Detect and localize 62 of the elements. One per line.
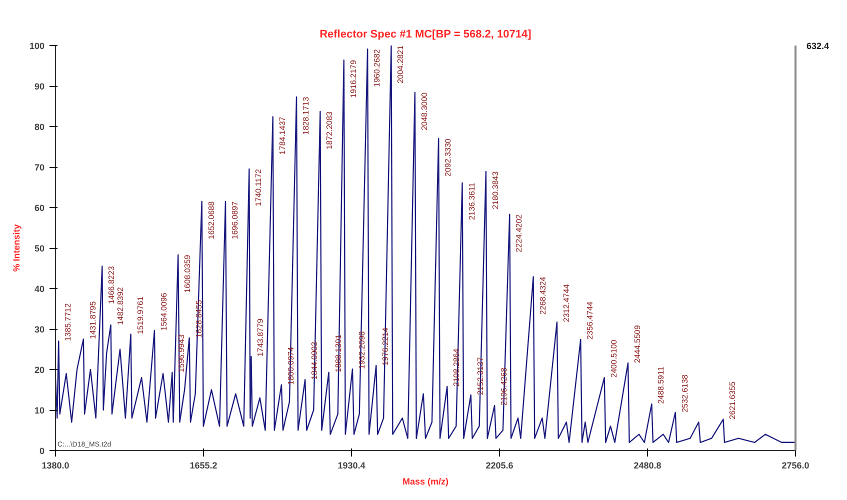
annotation: 2152.3137 [476, 356, 485, 396]
annotation: 1800.0974 [286, 346, 296, 385]
y-tick-label: 40 [34, 284, 45, 294]
annotation: 1385.7712 [64, 302, 73, 342]
x-tick-label: 1655.2 [190, 460, 218, 470]
y-tick-label: 80 [34, 122, 45, 132]
chart-title: Reflector Spec #1 MC[BP = 568.2, 10714] [320, 28, 532, 40]
x-tick-label: 1930.4 [338, 460, 366, 470]
annotation: 2196.4268 [500, 367, 509, 406]
annotation: 1872.2083 [325, 110, 334, 150]
annotation: 2400.5100 [609, 339, 618, 378]
annotation: 1932.2098 [357, 330, 366, 370]
y-tick-label: 30 [34, 324, 45, 334]
annotation: 1740.1172 [254, 168, 264, 206]
annotation: 2312.4744 [562, 284, 571, 322]
y-tick-label: 0 [39, 446, 45, 456]
annotation: 1652.0688 [206, 200, 216, 240]
y-tick-label: 50 [34, 244, 45, 254]
y-tick-label: 90 [34, 82, 45, 92]
x-tick-label: 2756.0 [782, 460, 810, 470]
y-tick-label: 100 [29, 41, 45, 51]
x-tick-label: 2480.8 [634, 460, 662, 470]
annotation: 1482.8392 [116, 286, 125, 325]
annotation: 1784.1437 [278, 116, 287, 155]
y-axis-title: % Intensity [11, 224, 22, 272]
annotation: 2136.3611 [467, 182, 476, 220]
annotation: 1466.8223 [107, 266, 116, 304]
annotation: 1828.1713 [302, 96, 311, 135]
annotation: 1431.8795 [88, 300, 98, 340]
annotation: 1519.9761 [136, 296, 145, 334]
annotation: 2180.3843 [490, 170, 500, 210]
annotation: 1608.0359 [183, 254, 192, 293]
annotation: 2356.4744 [586, 301, 595, 340]
annotation: 2488.5911 [656, 366, 666, 404]
annotation: 2092.3330 [444, 138, 453, 176]
annotation: 1743.8779 [256, 318, 266, 357]
annotation: 1628.8455 [194, 300, 204, 338]
annotation: 2444.5509 [633, 324, 642, 364]
annotation: 1888.1301 [334, 334, 343, 372]
annotation: 2621.6355 [728, 380, 738, 420]
annotation: 2004.2821 [396, 44, 406, 84]
annotation: 1844.0903 [310, 341, 320, 380]
y-tick-label: 10 [34, 406, 45, 416]
y-tick-label: 60 [34, 203, 45, 213]
annotation: 2108.2864 [452, 348, 462, 387]
annotation: 1564.0096 [159, 292, 168, 331]
annotation: 2268.4324 [538, 276, 548, 315]
annotation: 1976.2214 [381, 327, 390, 366]
annotation: 2224.4202 [514, 214, 524, 252]
annotation: 1696.0897 [230, 200, 240, 240]
annotation: 1960.2682 [372, 48, 382, 87]
y-tick-label: 70 [34, 162, 45, 172]
annotation: 2532.6138 [680, 374, 690, 412]
x-tick-label: 1380.0 [42, 460, 70, 470]
line-series [56, 46, 796, 443]
x-tick-label: 2205.6 [486, 460, 514, 470]
annotation: 2048.3000 [420, 92, 429, 130]
annotation: 1916.2179 [348, 60, 358, 98]
text: 632.4 [806, 41, 830, 51]
annotation: 1596.9943 [177, 334, 186, 372]
y-tick-label: 20 [34, 365, 45, 375]
x-axis-title: Mass (m/z) [402, 476, 449, 486]
